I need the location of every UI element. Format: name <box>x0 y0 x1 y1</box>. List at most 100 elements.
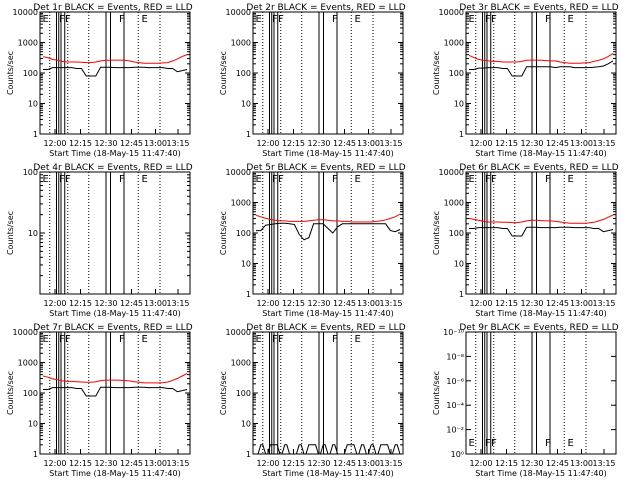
marker-letter: E <box>568 14 574 25</box>
panel-title: Det 2r BLACK = Events, RED = LLD <box>246 3 405 13</box>
marker-letter: F <box>545 174 551 185</box>
x-tick-label: 12:45 <box>333 459 356 468</box>
marker-letter: F <box>65 14 71 25</box>
y-tick-label: 100 <box>23 389 38 398</box>
y-tick-label: 10000 <box>226 8 251 17</box>
x-tick-label: 13:15 <box>592 299 615 308</box>
panel-title: Det 8r BLACK = Events, RED = LLD <box>246 323 405 333</box>
marker-letter: E <box>568 174 574 185</box>
y-tick-label: 100 <box>236 229 251 238</box>
y-tick-label: 1000 <box>18 359 38 368</box>
marker-letter: F <box>119 14 125 25</box>
y-tick-label: 1000 <box>231 39 251 48</box>
marker-letter: F <box>65 334 71 345</box>
x-tick-label: 12:15 <box>495 299 518 308</box>
panel-title: Det 3r BLACK = Events, RED = LLD <box>459 3 618 13</box>
marker-letter: E <box>355 334 361 345</box>
x-tick-label: 13:15 <box>379 299 402 308</box>
y-axis-label: Counts/sec <box>432 371 441 415</box>
x-tick-label: 12:00 <box>256 459 279 468</box>
marker-letter: F <box>119 174 125 185</box>
x-tick-label: 12:00 <box>43 139 66 148</box>
y-tick-label: 1 <box>246 130 251 139</box>
x-tick-label: 12:45 <box>120 139 143 148</box>
panel-title: Det 4r BLACK = Events, RED = LLD <box>33 163 192 173</box>
marker-letter: F <box>545 438 551 449</box>
x-tick-label: 12:00 <box>469 299 492 308</box>
x-tick-label: 13:00 <box>357 139 380 148</box>
events-series-line <box>469 226 614 237</box>
y-tick-label: 10⁻¹⁰ <box>443 328 464 337</box>
panel-title: Det 6r BLACK = Events, RED = LLD <box>459 163 618 173</box>
lld-series-line <box>42 372 188 384</box>
marker-letter: F <box>491 14 497 25</box>
marker-letter: E <box>43 174 49 185</box>
y-axis-label: Counts/sec <box>6 211 15 255</box>
marker-letter: E <box>43 14 49 25</box>
marker-letter: F <box>278 14 284 25</box>
plot-frame <box>252 171 404 295</box>
x-tick-label: 12:30 <box>520 459 543 468</box>
y-tick-label: 10 <box>454 100 464 109</box>
x-tick-label: 12:30 <box>307 299 330 308</box>
marker-letter: E <box>256 334 262 345</box>
x-tick-label: 13:00 <box>570 459 593 468</box>
plot-frame <box>465 11 617 135</box>
events-series-line <box>43 386 188 397</box>
marker-letter: F <box>332 334 338 345</box>
marker-letter: E <box>142 14 148 25</box>
x-tick-label: 13:15 <box>379 459 402 468</box>
plot-frame <box>39 171 191 295</box>
y-tick-label: 1 <box>246 450 251 459</box>
marker-letter: E <box>568 438 574 449</box>
y-tick-label: 1 <box>459 130 464 139</box>
marker-letter: F <box>485 438 491 449</box>
marker-letter: F <box>59 174 65 185</box>
x-tick-label: 12:00 <box>469 139 492 148</box>
x-tick-label: 12:15 <box>69 299 92 308</box>
y-tick-label: 10 <box>28 420 38 429</box>
plot-frame <box>39 331 191 455</box>
y-tick-label: 100 <box>449 69 464 78</box>
x-tick-label: 12:00 <box>43 299 66 308</box>
y-tick-label: 100 <box>23 69 38 78</box>
x-tick-label: 13:00 <box>144 459 167 468</box>
y-axis-label: Counts/sec <box>432 211 441 255</box>
x-tick-label: 13:15 <box>592 459 615 468</box>
x-tick-label: 12:45 <box>546 459 569 468</box>
marker-letter: E <box>43 334 49 345</box>
x-tick-label: 12:45 <box>333 139 356 148</box>
x-axis-label: Start Time (18-May-15 11:47:40) <box>475 309 606 318</box>
y-tick-label: 10000 <box>439 168 464 177</box>
y-tick-label: 1000 <box>444 199 464 208</box>
marker-letter: E <box>142 174 148 185</box>
y-axis-label: Counts/sec <box>219 371 228 415</box>
x-tick-label: 12:00 <box>469 459 492 468</box>
y-tick-label: 10 <box>28 229 38 238</box>
y-tick-label: 10⁻⁴ <box>446 401 464 410</box>
x-tick-label: 12:30 <box>520 139 543 148</box>
panel-title: Det 9r BLACK = Events, RED = LLD <box>459 323 618 333</box>
y-axis-label: Counts/sec <box>219 51 228 95</box>
marker-letter: F <box>545 14 551 25</box>
x-tick-label: 12:45 <box>333 299 356 308</box>
panel-title: Det 1r BLACK = Events, RED = LLD <box>33 3 192 13</box>
x-tick-label: 12:00 <box>256 299 279 308</box>
x-tick-label: 13:00 <box>570 299 593 308</box>
x-tick-label: 12:15 <box>282 299 305 308</box>
marker-letter: E <box>256 174 262 185</box>
x-tick-label: 12:45 <box>546 299 569 308</box>
plot-frame <box>465 171 617 295</box>
x-tick-label: 13:00 <box>144 299 167 308</box>
marker-letter: F <box>278 334 284 345</box>
y-tick-label: 10⁻² <box>446 426 464 435</box>
x-tick-label: 12:00 <box>43 459 66 468</box>
y-tick-label: 100 <box>236 389 251 398</box>
marker-letter: F <box>65 174 71 185</box>
x-tick-label: 13:15 <box>592 139 615 148</box>
